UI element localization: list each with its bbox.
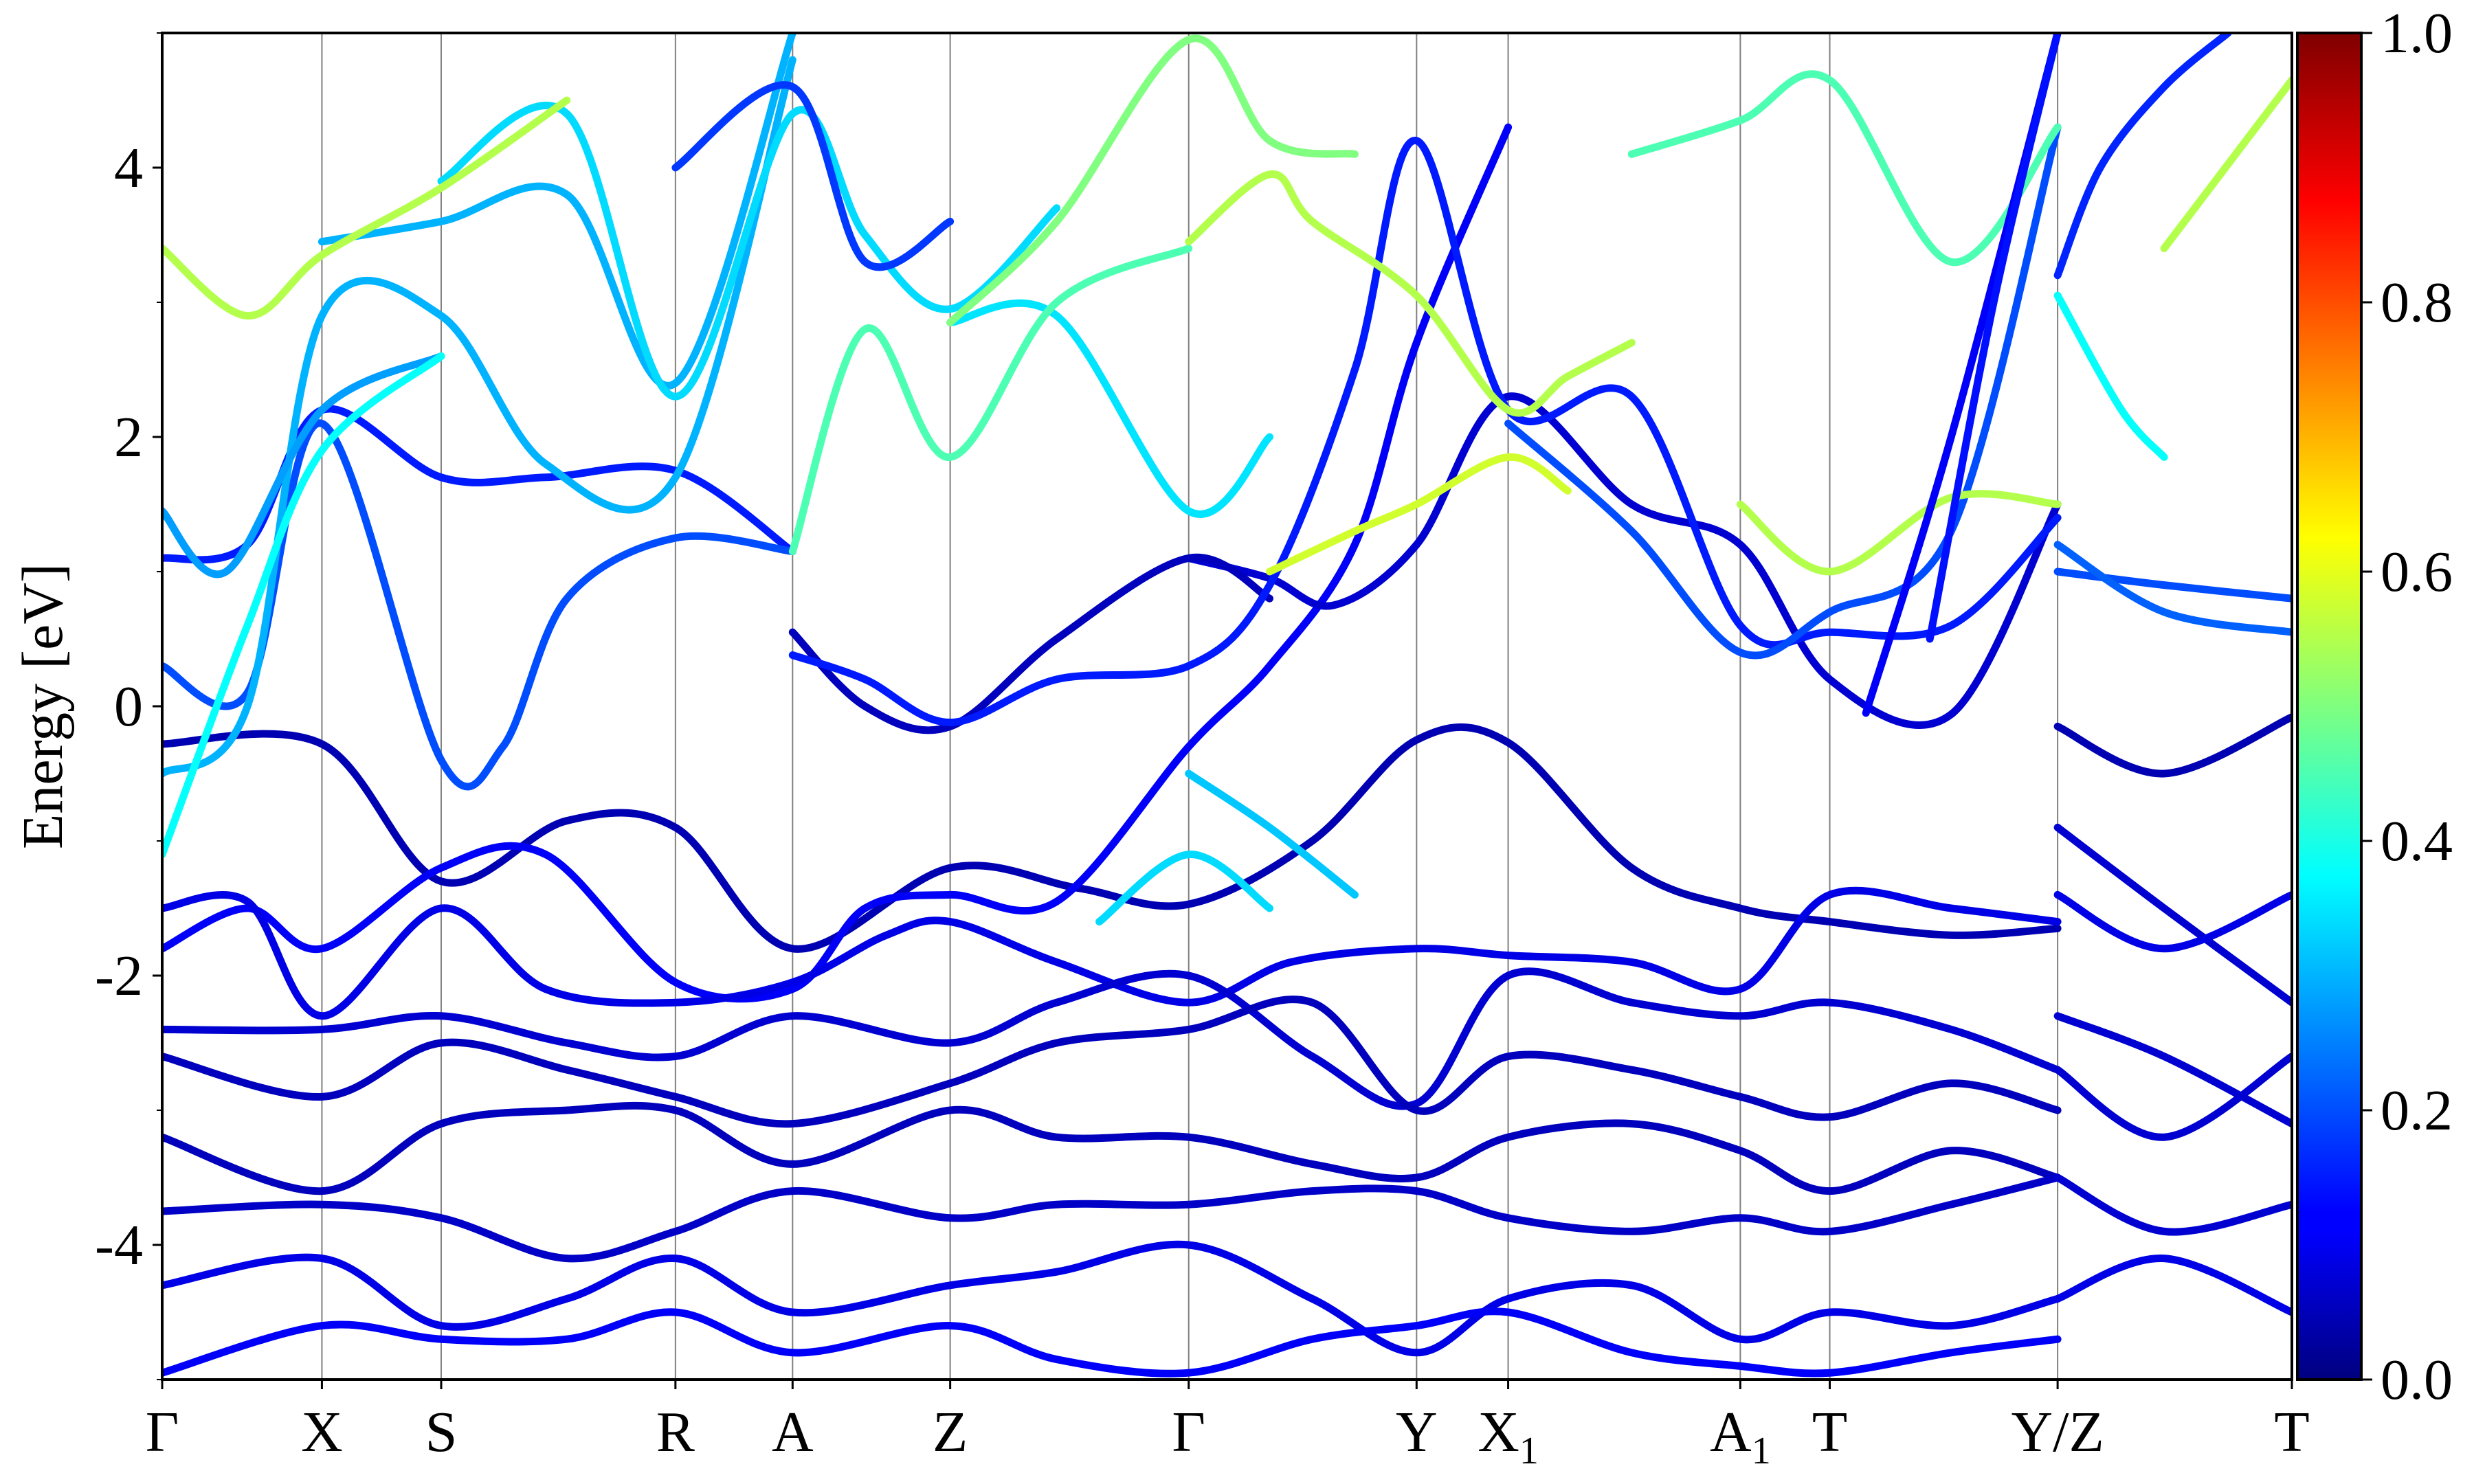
band-line (1627, 70, 2062, 266)
y-tick-label: -2 (95, 944, 143, 1008)
band-line (788, 137, 2062, 726)
band-line (2053, 541, 2292, 636)
x-tick-label: Γ (1172, 1400, 1205, 1464)
band-line (671, 81, 955, 271)
x-axis-ticks: Γ X S R A Z Γ Y X1 A1 T Y/Z T (146, 1380, 2310, 1472)
x-tick-label: Z (933, 1400, 968, 1464)
colorbar (2296, 32, 2363, 1381)
band-line (1095, 851, 1273, 926)
band-line (162, 123, 1513, 1003)
y-tick-label: 4 (114, 136, 143, 200)
band-line (437, 102, 1061, 401)
band-line (2053, 890, 2292, 953)
band-line (2160, 76, 2292, 253)
band-line (162, 352, 445, 578)
x-tick-label: Γ (146, 1400, 179, 1464)
x-tick-label: Y/Z (2011, 1400, 2104, 1464)
band-line (317, 33, 796, 390)
band-line (162, 1101, 2062, 1195)
x-tick-label: T (2274, 1400, 2309, 1464)
band-line (1266, 453, 1572, 576)
band-line (946, 299, 1273, 518)
band-line (1504, 123, 2062, 660)
x-tick-label: R (656, 1400, 695, 1464)
y-tick-label: -4 (95, 1213, 143, 1277)
y-axis-title: Energy [eV] (11, 563, 75, 849)
colorbar-tick-label: 0.6 (2381, 540, 2453, 604)
band-line (1185, 392, 2062, 730)
band-line (2053, 291, 2168, 461)
band-line (2053, 33, 2232, 280)
colorbar-tick-label: 1.0 (2381, 1, 2453, 65)
band-line (2053, 1012, 2292, 1128)
x-tick-label: X1 (1478, 1400, 1539, 1472)
x-tick-label: A (772, 1400, 814, 1464)
band-line (1736, 490, 2062, 576)
band-line (162, 1307, 2062, 1378)
band-line (162, 96, 571, 320)
band-line (1185, 769, 1359, 899)
band-curves (162, 33, 2292, 1378)
band-line (2053, 1053, 2292, 1141)
colorbar-tick-label: 0.2 (2381, 1079, 2453, 1143)
band-line (162, 967, 2062, 1110)
band-line (162, 723, 2062, 953)
x-tick-label: Y (1396, 1400, 1438, 1464)
band-line (162, 1240, 2062, 1357)
y-tick-label: 0 (114, 675, 143, 739)
x-tick-label: T (1812, 1400, 1847, 1464)
colorbar-tick-label: 0.8 (2381, 271, 2453, 335)
y-axis-ticks: 4 2 0 -2 -4 (95, 32, 162, 1380)
x-tick-label: A1 (1710, 1400, 1771, 1472)
band-line (162, 56, 796, 778)
y-tick-label: 2 (114, 405, 143, 469)
band-line (788, 553, 1273, 734)
band-line (162, 886, 2062, 1020)
band-line (162, 1173, 2062, 1263)
colorbar-tick-label: 0.0 (2381, 1348, 2453, 1412)
x-tick-label: X (301, 1400, 343, 1464)
band-line (2053, 823, 2292, 1007)
band-line (162, 996, 2062, 1128)
band-line (788, 245, 1193, 556)
band-line (2053, 567, 2292, 603)
band-line (2053, 1255, 2292, 1316)
band-line (1926, 33, 2062, 643)
band-line (2053, 713, 2292, 778)
colorbar-ticks: 1.0 0.8 0.6 0.4 0.2 0.0 (2361, 1, 2453, 1412)
band-line (1185, 170, 1636, 417)
colorbar-tick-label: 0.4 (2381, 809, 2453, 873)
band-line (162, 352, 445, 859)
band-line (2053, 1173, 2292, 1236)
x-tick-label: S (425, 1400, 458, 1464)
band-line (946, 34, 1359, 326)
